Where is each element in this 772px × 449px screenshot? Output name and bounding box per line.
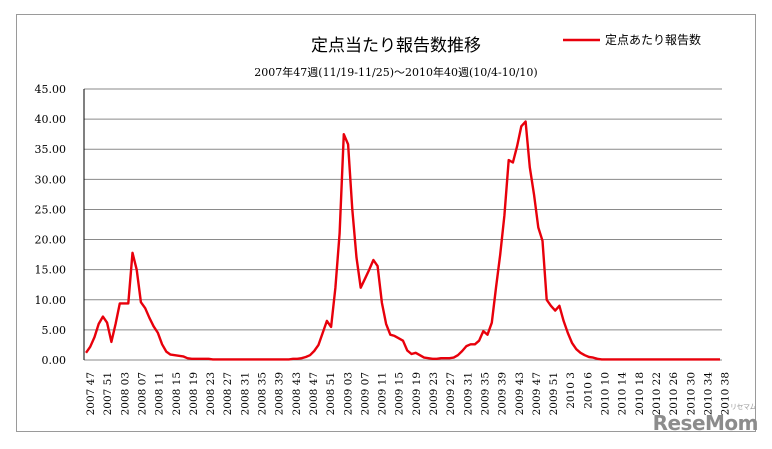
x-tick-label: 2009 23 [428,372,440,415]
x-tick-label: 2008 43 [291,372,303,415]
x-tick-label: 2010 34 [702,372,714,416]
x-tick-label: 2008 15 [171,372,183,415]
chart-legend: 定点あたり報告数 [563,32,701,47]
x-tick-label: 2008 07 [136,372,148,415]
y-tick-label: 30.00 [35,173,67,186]
x-tick-label: 2008 31 [239,372,251,415]
x-tick-label: 2008 19 [188,372,200,415]
x-tick-label: 2010 14 [617,372,629,416]
x-tick-label: 2010 30 [685,372,697,415]
x-tick-label: 2008 03 [119,372,131,415]
y-tick-label: 0.00 [42,354,67,367]
y-tick-label: 15.00 [35,264,67,277]
x-tick-label: 2009 51 [548,372,560,415]
chart-subtitle: 2007年47週(11/19-11/25)～2010年40週(10/4-10/1… [254,65,537,79]
chart-title: 定点当たり報告数推移 [311,36,481,56]
x-tick-label: 2008 27 [222,372,234,415]
chart-frame [16,14,756,432]
gridlines [83,88,722,361]
y-tick-label: 35.00 [35,143,67,156]
resemom-watermark: リセマム ReseMom [652,403,759,435]
x-tick-label: 2009 35 [479,372,491,415]
x-tick-label: 2009 15 [394,372,406,415]
x-tick-label: 2008 51 [325,372,337,415]
x-tick-label: 2010 38 [720,372,732,415]
x-tick-label: 2009 19 [411,372,423,415]
x-tick-label: 2010 10 [600,372,612,415]
x-tick-label: 2009 39 [497,372,509,415]
watermark-subtext: リセマム [730,403,757,411]
series-line-reports-per-site [85,120,720,361]
x-tick-label: 2009 03 [342,372,354,415]
y-tick-label: 20.00 [35,234,67,247]
x-tick-label: 2010 6 [582,372,594,409]
x-tick-label: 2008 39 [274,372,286,415]
y-tick-label: 40.00 [35,113,67,126]
x-tick-label: 2008 47 [308,372,320,415]
x-tick-label: 2008 35 [257,372,269,415]
x-tick-label: 2007 51 [102,372,114,415]
x-tick-label: 2009 47 [531,372,543,415]
x-tick-label: 2009 43 [514,372,526,415]
x-tick-label: 2008 23 [205,372,217,415]
x-tick-label: 2010 3 [565,372,577,409]
series-layer [85,120,720,361]
x-tick-label: 2010 18 [634,372,646,415]
y-tick-label: 5.00 [42,324,67,337]
watermark-text: ReseMom [652,411,759,435]
x-tick-label: 2008 11 [154,372,166,415]
x-tick-label: 2007 47 [85,372,97,415]
x-tick-label: 2009 27 [445,372,457,415]
y-tick-label: 25.00 [35,203,67,216]
y-axis: 0.00 5.00 10.00 15.00 20.00 25.00 30.00 35.00 40… [35,83,67,367]
x-tick-label: 2009 11 [377,372,389,415]
y-tick-label: 10.00 [35,294,67,307]
x-tick-label: 2009 31 [462,372,474,415]
x-tick-label: 2010 26 [668,372,680,416]
legend-label: 定点あたり報告数 [605,32,701,47]
x-axis: 2007 47 2007 51 2008 03 2008 07 2008 11 2008 … [85,372,732,416]
y-tick-label: 45.00 [35,83,67,96]
x-tick-label: 2010 22 [651,372,663,415]
x-tick-label: 2009 07 [359,372,371,415]
